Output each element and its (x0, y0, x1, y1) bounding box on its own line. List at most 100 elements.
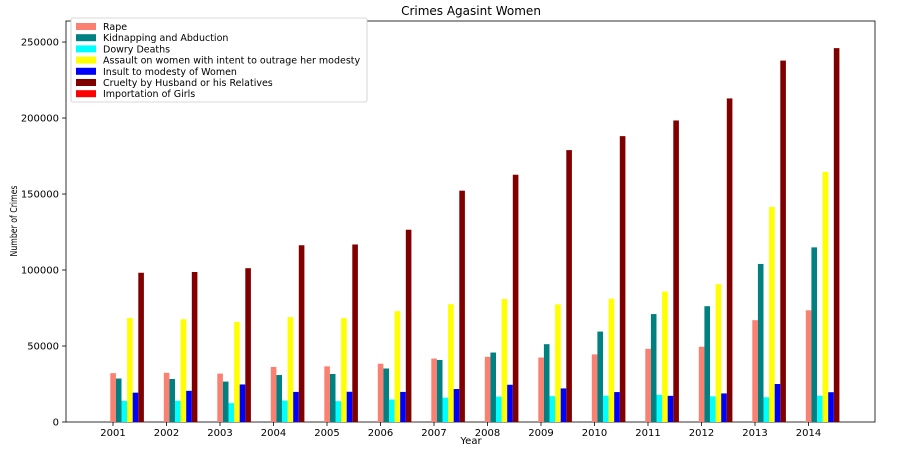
bar-rape-2003 (217, 374, 223, 422)
bar-dowry-deaths-2005 (336, 401, 342, 422)
bar-assault-on-women-with-intent-to-outrage-her-modesty-2005 (341, 318, 347, 422)
bar-rape-2007 (431, 359, 437, 422)
bar-assault-on-women-with-intent-to-outrage-her-modesty-2008 (502, 299, 508, 422)
bar-kidnapping-and-abduction-2012 (704, 306, 710, 422)
legend-label: Assault on women with intent to outrage … (103, 56, 361, 67)
bar-insult-to-modesty-of-women-2012 (721, 393, 727, 422)
bar-cruelty-by-husband-or-his-relatives-2006 (406, 230, 412, 422)
x-tick-label: 2012 (689, 428, 714, 439)
legend-swatch (76, 57, 96, 64)
y-axis-label: Number of Crimes (9, 185, 20, 256)
bar-dowry-deaths-2004 (282, 401, 288, 422)
bar-dowry-deaths-2014 (817, 396, 823, 422)
bar-cruelty-by-husband-or-his-relatives-2005 (352, 244, 358, 422)
bar-assault-on-women-with-intent-to-outrage-her-modesty-2012 (716, 284, 722, 422)
bar-assault-on-women-with-intent-to-outrage-her-modesty-2011 (662, 292, 668, 422)
bar-assault-on-women-with-intent-to-outrage-her-modesty-2004 (288, 317, 294, 422)
bar-insult-to-modesty-of-women-2013 (775, 384, 781, 422)
bar-kidnapping-and-abduction-2005 (330, 374, 336, 422)
bar-dowry-deaths-2003 (229, 403, 235, 422)
bar-rape-2001 (110, 373, 116, 422)
bar-assault-on-women-with-intent-to-outrage-her-modesty-2013 (769, 207, 775, 422)
bar-assault-on-women-with-intent-to-outrage-her-modesty-2010 (609, 299, 615, 422)
x-tick-label: 2004 (261, 428, 286, 439)
legend-swatch (76, 68, 96, 75)
bar-cruelty-by-husband-or-his-relatives-2007 (459, 191, 465, 422)
bar-rape-2008 (485, 357, 491, 422)
bar-insult-to-modesty-of-women-2009 (561, 388, 567, 422)
legend-swatch (76, 79, 96, 86)
bar-kidnapping-and-abduction-2008 (490, 353, 496, 422)
legend-label: Dowry Deaths (103, 44, 170, 55)
bar-kidnapping-and-abduction-2001 (116, 379, 122, 422)
bar-cruelty-by-husband-or-his-relatives-2012 (727, 98, 733, 422)
bar-rape-2012 (699, 347, 705, 422)
x-tick-label: 2013 (742, 428, 767, 439)
legend-label: Rape (103, 22, 127, 33)
y-tick-label: 250000 (21, 38, 59, 49)
bar-insult-to-modesty-of-women-2001 (133, 393, 139, 422)
bar-kidnapping-and-abduction-2004 (276, 375, 282, 422)
bar-dowry-deaths-2011 (657, 395, 663, 422)
legend-swatch (76, 90, 96, 97)
y-tick-label: 150000 (21, 190, 59, 201)
bar-assault-on-women-with-intent-to-outrage-her-modesty-2014 (823, 172, 829, 422)
bar-assault-on-women-with-intent-to-outrage-her-modesty-2009 (555, 304, 561, 422)
legend-swatch (76, 45, 96, 52)
legend-label: Insult to modesty of Women (103, 67, 237, 78)
bar-rape-2013 (752, 320, 758, 422)
bar-assault-on-women-with-intent-to-outrage-her-modesty-2002 (181, 319, 187, 422)
legend-swatch (76, 23, 96, 30)
x-tick-label: 2002 (154, 428, 179, 439)
bars-group (110, 48, 845, 422)
bar-kidnapping-and-abduction-2014 (811, 247, 817, 422)
bar-dowry-deaths-2007 (443, 398, 449, 422)
x-tick-label: 2007 (421, 428, 446, 439)
x-tick-label: 2005 (314, 428, 339, 439)
bar-insult-to-modesty-of-women-2010 (614, 392, 620, 422)
x-tick-label: 2001 (100, 428, 125, 439)
bar-rape-2006 (378, 364, 384, 422)
bar-insult-to-modesty-of-women-2003 (240, 384, 246, 422)
bar-cruelty-by-husband-or-his-relatives-2003 (245, 268, 251, 422)
bar-assault-on-women-with-intent-to-outrage-her-modesty-2001 (127, 318, 133, 422)
legend-label: Cruelty by Husband or his Relatives (103, 78, 273, 89)
y-tick-label: 0 (53, 418, 59, 429)
bar-rape-2009 (538, 358, 544, 422)
x-tick-label: 2006 (368, 428, 393, 439)
legend-swatch (76, 34, 96, 41)
bar-dowry-deaths-2010 (603, 396, 609, 422)
bar-insult-to-modesty-of-women-2005 (347, 392, 353, 422)
bar-cruelty-by-husband-or-his-relatives-2001 (138, 273, 144, 422)
y-tick-label: 200000 (21, 114, 59, 125)
bar-dowry-deaths-2002 (175, 401, 181, 422)
x-tick-label: 2009 (528, 428, 553, 439)
bar-cruelty-by-husband-or-his-relatives-2008 (513, 175, 519, 422)
bar-insult-to-modesty-of-women-2007 (454, 389, 460, 422)
bar-dowry-deaths-2006 (389, 400, 395, 422)
y-tick-label: 50000 (27, 342, 59, 353)
bar-rape-2005 (324, 366, 330, 422)
bar-insult-to-modesty-of-women-2004 (293, 392, 299, 422)
bar-kidnapping-and-abduction-2009 (544, 344, 550, 422)
x-tick-label: 2003 (207, 428, 232, 439)
bar-dowry-deaths-2009 (550, 396, 556, 422)
bar-cruelty-by-husband-or-his-relatives-2013 (780, 61, 786, 422)
bar-kidnapping-and-abduction-2013 (758, 264, 764, 422)
legend-label: Importation of Girls (103, 89, 195, 100)
bar-kidnapping-and-abduction-2006 (383, 369, 389, 423)
bar-assault-on-women-with-intent-to-outrage-her-modesty-2007 (448, 304, 454, 422)
bar-rape-2010 (592, 354, 598, 422)
bar-dowry-deaths-2012 (710, 396, 716, 422)
bar-cruelty-by-husband-or-his-relatives-2002 (192, 272, 198, 422)
bar-kidnapping-and-abduction-2002 (169, 379, 175, 422)
bar-dowry-deaths-2001 (122, 401, 128, 422)
bar-insult-to-modesty-of-women-2011 (668, 396, 674, 422)
bar-rape-2004 (271, 367, 277, 422)
bar-insult-to-modesty-of-women-2002 (186, 391, 192, 422)
bar-cruelty-by-husband-or-his-relatives-2004 (299, 245, 305, 422)
